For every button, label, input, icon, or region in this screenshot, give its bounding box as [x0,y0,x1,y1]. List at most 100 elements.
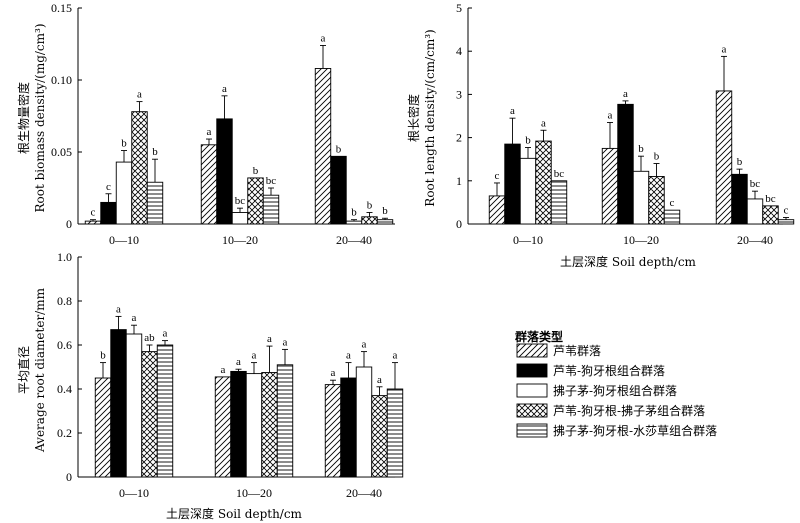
bar [663,209,681,225]
bar [361,216,378,225]
significance-label: a [510,105,515,117]
bar [156,344,174,478]
y-tick-label: 0 [456,217,462,231]
bar [245,373,263,478]
x-tick-label: 10—20 [623,233,659,247]
bar [200,144,218,225]
significance-label: b [525,135,531,147]
y-tick-label: 5 [456,1,462,15]
significance-label: b [737,156,743,168]
bar [340,377,357,478]
x-tick-label: 0—10 [109,233,139,247]
significance-label: a [377,374,382,386]
significance-label: b [253,165,259,177]
x-tick-label: 0—10 [119,486,149,500]
significance-label: a [623,88,628,100]
bar [731,173,748,225]
significance-label: a [252,350,257,362]
bar [131,111,148,225]
x-tick-label: 20—40 [346,486,382,500]
bar [345,220,363,225]
significance-label: a [362,339,367,351]
y-tick-label: 0 [66,470,72,484]
bar [488,195,506,225]
significance-label: a [541,117,546,129]
bar [230,370,247,478]
significance-label: a [321,32,326,44]
bar [777,219,795,225]
significance-label: b [382,205,388,217]
bar [535,140,552,225]
legend-label: 芦苇-狗牙根组合群落 [553,363,665,378]
bar [330,155,347,225]
significance-label: a [393,350,398,362]
y-tick-label: 0.05 [51,145,72,159]
y-tick-label: 0.10 [51,73,72,87]
ylabel-length-cn: 根长密度 [406,94,421,142]
y-tick-label: 2 [456,131,462,145]
bar [746,198,764,225]
significance-label: c [106,181,111,193]
legend-swatch [516,343,548,358]
significance-label: b [351,207,357,219]
bar [504,143,521,225]
significance-label: b [100,350,106,362]
significance-label: ab [144,332,155,344]
bar [261,372,278,478]
bar [216,118,233,225]
significance-label: c [670,197,675,209]
bar [125,333,143,478]
bar [762,205,779,225]
ylabel-diameter-en: Average root diameter/mm [33,287,47,453]
xlabel-length: 土层深度 Soil depth/cm [560,254,697,269]
legend-swatch [516,363,548,378]
panel-root-length: 根长密度 Root length density/(cm/cm³) 0 1 2 3 4 5… [406,1,795,269]
bar [231,212,249,225]
panel-root-diameter: 平均直径 Average root diameter/mm 0 0.2 0.4 0.6… [17,250,404,521]
significance-label: a [163,328,168,340]
bar [550,180,568,225]
x-tick-label: 10—20 [222,233,258,247]
legend: 群落类型 芦苇群落芦苇-狗牙根组合群落拂子茅-狗牙根组合群落芦苇-狗牙根-拂子茅… [514,329,717,438]
significance-label: a [236,356,241,368]
significance-label: b [121,138,127,150]
significance-label: c [495,170,500,182]
significance-label: bc [235,195,246,207]
x-tick-label: 20—40 [336,233,372,247]
significance-label: c [784,205,789,217]
significance-label: a [132,312,137,324]
ylabel-length-en: Root length density/(cm/cm³) [423,29,437,206]
panel-root-biomass: 根生物量密度 Root biomass density/(mg/cm³) 0 0.… [16,1,395,247]
bar [314,68,332,225]
significance-label: a [222,83,227,95]
bar [146,181,164,225]
significance-label: a [137,89,142,101]
y-tick-label: 0.4 [57,382,72,396]
bar [262,194,280,225]
bar [376,219,394,225]
legend-title: 群落类型 [514,329,563,344]
significance-label: bc [554,168,565,180]
y-tick-label: 3 [456,87,462,101]
significance-label: c [91,207,96,219]
bar [100,201,117,225]
bar [115,161,133,225]
bar [601,147,619,225]
bar [386,388,404,478]
bar [247,177,264,225]
y-tick-label: 0.15 [51,1,72,15]
bar [324,384,342,478]
significance-label: a [207,126,212,138]
bar [632,170,650,225]
y-tick-label: 4 [456,44,462,58]
ylabel-biomass-cn: 根生物量密度 [16,82,31,154]
legend-label: 拂子茅-狗牙根-水莎草组合群落 [553,423,717,438]
y-tick-label: 0 [66,217,72,231]
x-tick-label: 0—10 [513,233,543,247]
legend-swatch [516,383,548,398]
legend-label: 芦苇群落 [553,344,601,358]
